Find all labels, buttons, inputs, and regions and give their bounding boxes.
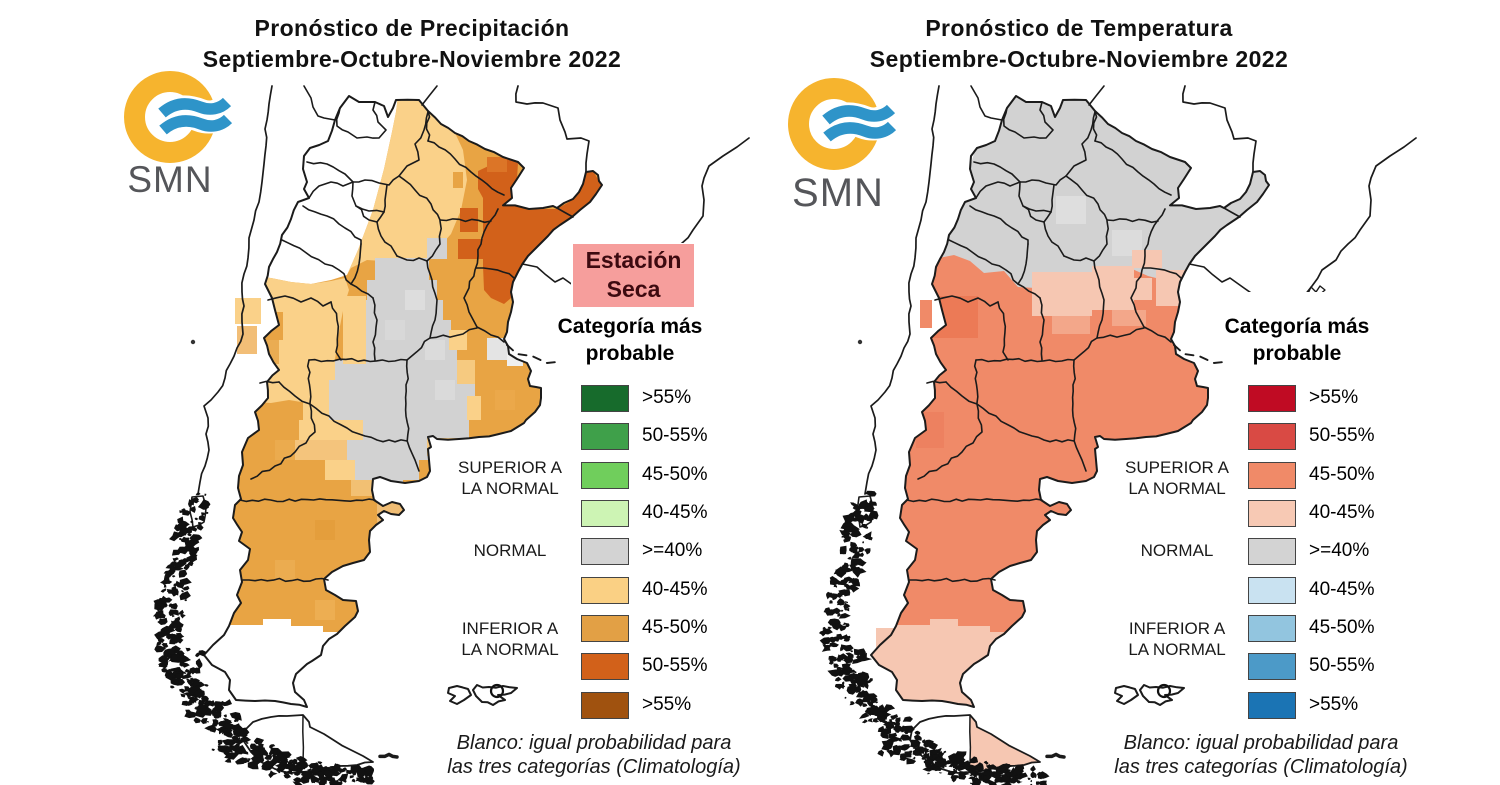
svg-text:SMN: SMN: [127, 159, 212, 200]
svg-text:SMN: SMN: [792, 171, 884, 215]
